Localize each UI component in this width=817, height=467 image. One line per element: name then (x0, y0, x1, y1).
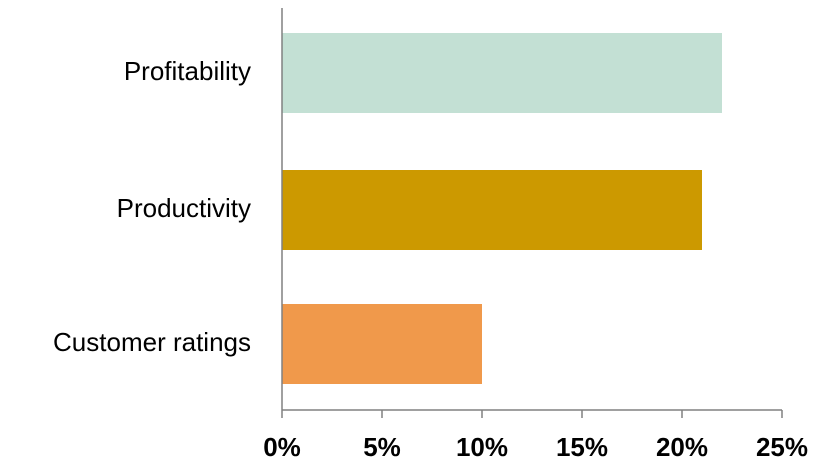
bar-productivity (282, 170, 702, 250)
x-axis-tick-labels: 0% 5% 10% 15% 20% 25% (263, 432, 808, 462)
category-label-customer-ratings: Customer ratings (53, 327, 251, 357)
x-tick-label-5: 5% (363, 432, 401, 462)
bars-group (282, 33, 722, 384)
bar-customer-ratings (282, 304, 482, 384)
category-label-productivity: Productivity (117, 193, 251, 223)
x-tick-label-0: 0% (263, 432, 301, 462)
axes-group (281, 8, 782, 411)
category-labels: Profitability Productivity Customer rating… (53, 56, 251, 357)
category-label-profitability: Profitability (124, 56, 251, 86)
x-tick-label-10: 10% (456, 432, 508, 462)
x-tick-label-25: 25% (756, 432, 808, 462)
bar-profitability (282, 33, 722, 113)
x-tick-label-20: 20% (656, 432, 708, 462)
x-tick-label-15: 15% (556, 432, 608, 462)
x-axis-ticks (281, 410, 783, 418)
